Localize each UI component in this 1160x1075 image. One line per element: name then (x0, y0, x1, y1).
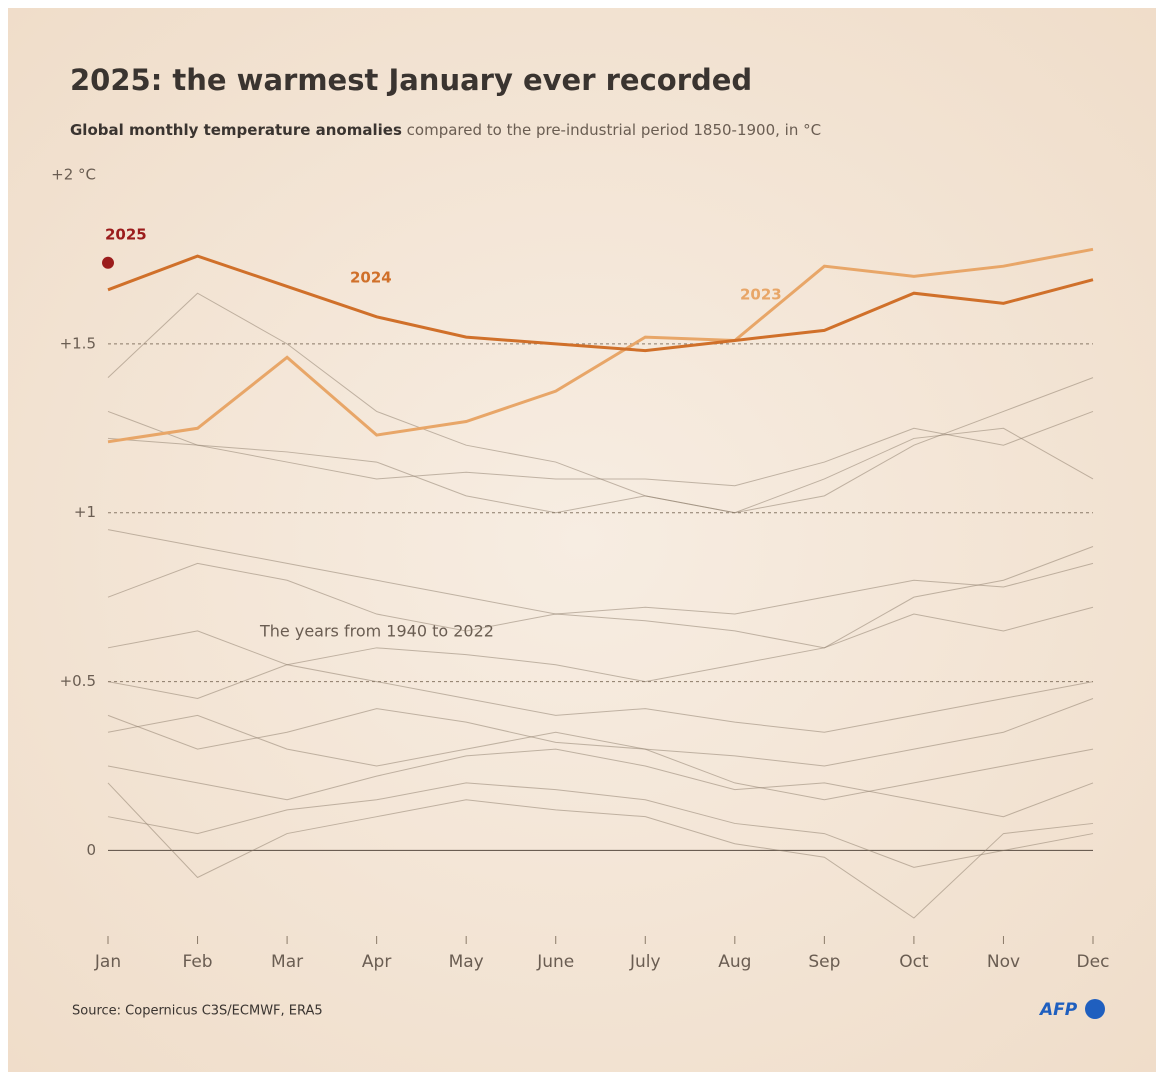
background-line (107, 546, 1094, 649)
y-tick-label: +1.5 (60, 334, 96, 352)
background-line (107, 714, 1094, 801)
chart-title: 2025: the warmest January ever recorded (70, 63, 752, 97)
background-line (107, 748, 1094, 818)
background-line (107, 606, 1094, 683)
x-tick-label: Aug (718, 952, 751, 972)
background-line (107, 782, 1094, 919)
series-label: 2023 (740, 286, 782, 304)
source: Source: Copernicus C3S/ECMWF, ERA5 (72, 1004, 323, 1019)
background (8, 8, 1156, 1072)
subtitle: Global monthly temperature anomalies com… (70, 121, 821, 139)
credit-logo (1085, 999, 1105, 1019)
series-line (107, 254, 1094, 353)
x-tick-label: June (536, 952, 574, 972)
y-tick-label: +2 °C (51, 166, 96, 184)
subtitle-bold: Global monthly temperature anomalies (70, 121, 402, 139)
series-line (107, 247, 1094, 444)
x-tick-label: Dec (1077, 952, 1110, 972)
x-tick-label: Oct (899, 952, 929, 972)
y-tick-label: 0 (86, 841, 96, 859)
background-line (107, 529, 1094, 615)
x-tick-label: Apr (362, 952, 391, 972)
series-label: 2025 (105, 226, 147, 244)
background-line (107, 698, 1094, 767)
y-tick-label: +1 (74, 503, 96, 521)
x-tick-label: Jan (94, 952, 121, 972)
y-tick-label: +0.5 (60, 672, 96, 690)
background-line (107, 427, 1094, 514)
annotation: The years from 1940 to 2022 (259, 622, 494, 641)
x-tick-label: Feb (182, 952, 212, 972)
series-point (102, 256, 114, 269)
x-tick-label: May (449, 952, 484, 972)
background-line (107, 664, 1094, 733)
x-tick-label: Nov (987, 952, 1020, 972)
x-tick-label: Sep (808, 952, 840, 972)
series-label: 2024 (350, 269, 392, 287)
x-tick-label: Mar (271, 952, 303, 972)
background-line (107, 782, 1094, 868)
x-tick-label: July (629, 952, 661, 972)
subtitle-rest: compared to the pre-industrial period 18… (407, 121, 821, 139)
background-line (107, 292, 1094, 514)
credit: AFP (1038, 1000, 1078, 1020)
